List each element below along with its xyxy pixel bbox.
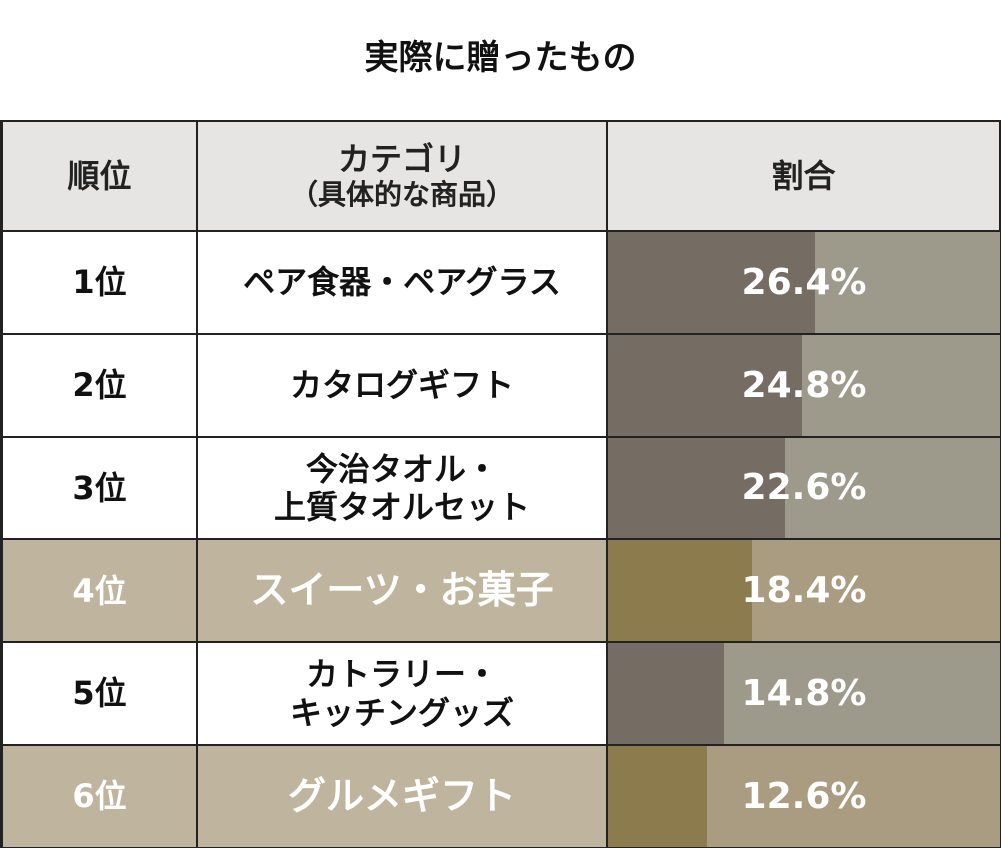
value-label: 22.6% bbox=[741, 467, 867, 509]
share-cell: 24.8% bbox=[608, 334, 1000, 436]
category-text: ペア食器・ペアグラス bbox=[243, 263, 561, 302]
value-label: 14.8% bbox=[741, 672, 867, 714]
rank-text: 5位 bbox=[72, 674, 127, 713]
value-label: 12.6% bbox=[741, 775, 867, 817]
rank-cell: 6位 bbox=[3, 746, 196, 847]
category-text: グルメギフト bbox=[287, 773, 516, 818]
rank-cell: 4位 bbox=[3, 540, 196, 642]
category-text: カトラリー・ bbox=[305, 655, 498, 694]
rank-cell: 5位 bbox=[3, 643, 196, 744]
bar bbox=[608, 643, 725, 744]
category-cell: ペア食器・ペアグラス bbox=[198, 232, 606, 333]
header-text: 割合 bbox=[771, 156, 836, 195]
category-text: カタログギフト bbox=[289, 366, 514, 404]
rank-text: 3位 bbox=[72, 468, 127, 507]
value-label: 26.4% bbox=[741, 261, 867, 303]
category-text: 今治タオル・ bbox=[305, 449, 498, 488]
rank-text: 1位 bbox=[72, 263, 127, 302]
share-cell: 14.8% bbox=[608, 643, 1000, 744]
rank-cell: 2位 bbox=[3, 334, 196, 436]
header-text: （具体的な商品） bbox=[289, 178, 514, 212]
share-cell: 22.6% bbox=[608, 437, 1000, 539]
header-text: 順位 bbox=[67, 156, 132, 195]
header-cell: 順位 bbox=[3, 122, 196, 230]
header-text: カテゴリ bbox=[337, 140, 466, 178]
header-cell: カテゴリ （具体的な商品） bbox=[198, 122, 606, 230]
category-cell: 今治タオル・ 上質タオルセット bbox=[198, 437, 606, 539]
value-label: 18.4% bbox=[741, 570, 867, 612]
share-cell: 26.4% bbox=[608, 232, 1000, 333]
bar bbox=[608, 232, 815, 333]
rank-text: 6位 bbox=[72, 777, 127, 816]
bar bbox=[608, 437, 786, 539]
rank-text: 2位 bbox=[72, 366, 127, 404]
share-cell: 12.6% bbox=[608, 746, 1000, 847]
category-cell: グルメギフト bbox=[198, 746, 606, 847]
category-text: スイーツ・お菓子 bbox=[250, 567, 554, 612]
category-cell: スイーツ・お菓子 bbox=[198, 540, 606, 642]
category-text: 上質タオルセット bbox=[273, 487, 530, 526]
header-cell: 割合 bbox=[608, 122, 999, 230]
category-cell: カタログギフト bbox=[198, 334, 606, 436]
category-cell: カトラリー・ キッチングッズ bbox=[198, 643, 606, 744]
category-text: キッチングッズ bbox=[289, 693, 514, 732]
bar bbox=[608, 334, 803, 436]
value-label: 24.8% bbox=[741, 364, 867, 406]
rank-text: 4位 bbox=[72, 571, 127, 610]
rank-cell: 3位 bbox=[3, 437, 196, 539]
rank-cell: 1位 bbox=[3, 232, 196, 333]
title: 実際に贈ったもの bbox=[364, 38, 637, 78]
share-cell: 18.4% bbox=[608, 540, 1000, 642]
bar bbox=[608, 746, 707, 847]
bar bbox=[608, 540, 753, 642]
